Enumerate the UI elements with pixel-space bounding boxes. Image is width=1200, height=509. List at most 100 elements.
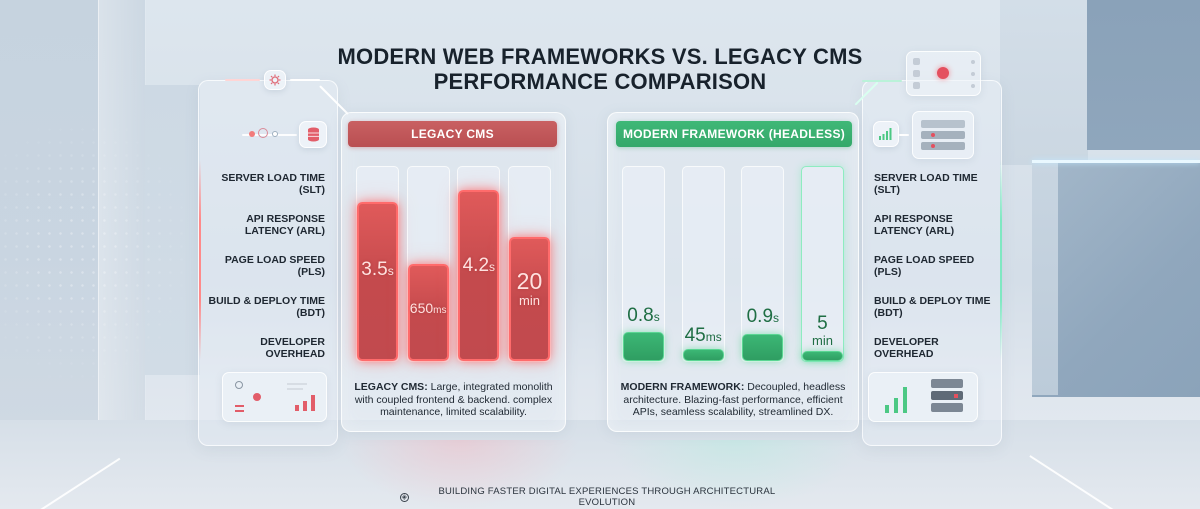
legacy-bar-pls	[458, 190, 500, 361]
network-hub-card	[906, 51, 981, 96]
gear-icon	[264, 70, 286, 90]
server-node-icon	[913, 82, 920, 89]
metric-label-text: DEVELOPER	[260, 336, 325, 348]
text-line-decor	[287, 388, 303, 390]
metric-label-text: PAGE LOAD SPEED	[874, 254, 975, 266]
decor-line	[225, 79, 260, 81]
bar-value-label: 3.5s	[347, 260, 408, 279]
bar-chart-icon	[295, 405, 299, 411]
bar-value-number: 45	[684, 325, 706, 346]
metric-label-slt: SERVER LOAD TIME (SLT)	[874, 172, 994, 213]
chart-title: MODERN WEB FRAMEWORKS VS. LEGACY CMS PER…	[300, 44, 900, 94]
metric-label-text: (SLT)	[874, 184, 901, 196]
ring-icon	[258, 128, 268, 138]
legacy-cms-description: LEGACY CMS: Large, integrated monolith w…	[348, 381, 559, 419]
growth-chart-icon	[885, 405, 889, 413]
modern-framework-description: MODERN FRAMEWORK: Decoupled, headless ar…	[614, 381, 852, 419]
chart-title-line-1: MODERN WEB FRAMEWORKS VS. LEGACY CMS	[337, 44, 863, 69]
server-node-icon	[913, 70, 920, 77]
bar-value-unit: s	[387, 264, 394, 278]
data-particles-decoration	[0, 110, 200, 390]
bar-value-unit: ms	[433, 305, 447, 316]
bar-value-label: 650ms	[398, 301, 459, 317]
legacy-bar-slt	[357, 201, 398, 361]
footer-text: BUILDING FASTER DIGITAL EXPERIENCES THRO…	[438, 486, 776, 508]
hub-alert-icon	[937, 67, 949, 79]
background-column-right	[1000, 0, 1088, 165]
bar-chart-icon	[311, 395, 315, 411]
metric-label-text: (BDT)	[296, 307, 325, 319]
background-wall-inner	[145, 85, 200, 375]
server-unit-icon	[931, 403, 963, 412]
bar-value-label: 0.9s	[732, 307, 793, 326]
decor-line	[290, 79, 320, 81]
growth-chart-icon	[903, 387, 907, 413]
server-unit-icon	[921, 120, 965, 128]
left-glow-rail	[199, 160, 201, 360]
server-unit-icon	[931, 391, 963, 400]
metric-label-text: LATENCY (ARL)	[244, 225, 325, 237]
bar-slot-slt: 0.8s	[622, 166, 665, 362]
network-node-icon	[253, 393, 261, 401]
description-bold: MODERN FRAMEWORK:	[620, 381, 745, 393]
menu-icon	[235, 405, 244, 412]
bar-value-number: 20	[516, 268, 543, 294]
metric-label-slt: SERVER LOAD TIME (SLT)	[205, 172, 325, 213]
legacy-bar-bdt	[508, 236, 550, 361]
footer-tagline: ◈ BUILDING FASTER DIGITAL EXPERIENCES TH…	[400, 486, 800, 508]
bar-value-unit: s	[773, 311, 780, 325]
growth-server-card	[868, 372, 978, 422]
floor-reflection-green	[610, 440, 860, 509]
metric-label-arl: API RESPONSE LATENCY (ARL)	[874, 213, 994, 254]
bar-value-label: 20 min	[499, 268, 560, 308]
metric-label-bdt: BUILD & DEPLOY TIME (BDT)	[874, 295, 994, 336]
metric-label-text: BUILD & DEPLOY TIME	[208, 295, 325, 307]
bar-value-label: 4.2s	[448, 256, 509, 275]
bar-value-unit: min	[518, 293, 540, 308]
server-unit-icon	[921, 131, 965, 139]
bar-value-unit: min	[811, 333, 833, 348]
bar-value-number: 3.5	[361, 259, 388, 280]
legacy-cms-header: LEGACY CMS	[348, 121, 557, 147]
metric-label-pls: PAGE LOAD SPEED (PLS)	[205, 254, 325, 295]
bar-chart-icon	[303, 401, 307, 411]
modern-framework-header: MODERN FRAMEWORK (HEADLESS)	[616, 121, 852, 147]
metric-label-pls: PAGE LOAD SPEED (PLS)	[874, 254, 994, 295]
metric-label-text: DEVELOPER	[874, 336, 939, 348]
growth-chart-icon	[894, 398, 898, 413]
metric-label-text: LATENCY (ARL)	[874, 225, 955, 237]
bar-value-unit: ms	[705, 330, 722, 344]
bar-slot-slt: 3.5s	[356, 166, 399, 362]
bar-slot-arl: 650ms	[406, 166, 450, 362]
decor-connector-line	[899, 134, 909, 136]
database-icon	[299, 121, 327, 148]
server-node-icon	[913, 58, 920, 65]
legacy-bar-arl	[407, 264, 449, 361]
modern-bars: 0.8s 45ms 0.9s 5 min	[622, 166, 844, 362]
metric-label-arl: API RESPONSE LATENCY (ARL)	[205, 213, 325, 254]
metric-label-text: (BDT)	[874, 307, 903, 319]
bar-slot-pls: 4.2s	[457, 166, 501, 362]
bar-value-label: 45ms	[673, 326, 734, 345]
metric-label-text: (SLT)	[298, 184, 325, 196]
background-block-right	[1032, 162, 1200, 397]
background-floor	[0, 420, 1200, 509]
metric-label-text: SERVER LOAD TIME	[221, 172, 325, 184]
server-unit-icon	[921, 142, 965, 150]
bar-value-number: 650	[409, 300, 434, 316]
bar-value-number: 0.8	[627, 305, 654, 326]
modern-framework-panel: MODERN FRAMEWORK (HEADLESS) 0.8s 45ms 0.…	[607, 112, 859, 432]
background-wall-right	[1087, 0, 1200, 150]
description-text: Large, integrated monolith with coupled …	[354, 381, 553, 418]
decor-connector-line	[242, 134, 297, 136]
gear-icon	[235, 381, 243, 389]
metric-label-text: PAGE LOAD SPEED	[224, 254, 325, 266]
bar-value-number: 5	[817, 313, 828, 334]
description-bold: LEGACY CMS:	[354, 381, 428, 393]
metric-labels-right: SERVER LOAD TIME (SLT) API RESPONSE LATENC…	[874, 172, 994, 377]
metric-label-text: SERVER LOAD TIME	[874, 172, 978, 184]
bar-value-number: 4.2	[462, 255, 490, 276]
chart-title-line-2: PERFORMANCE COMPARISON	[433, 69, 767, 94]
node-dot-icon	[971, 60, 975, 64]
diamond-badge-icon: ◈	[400, 492, 409, 502]
